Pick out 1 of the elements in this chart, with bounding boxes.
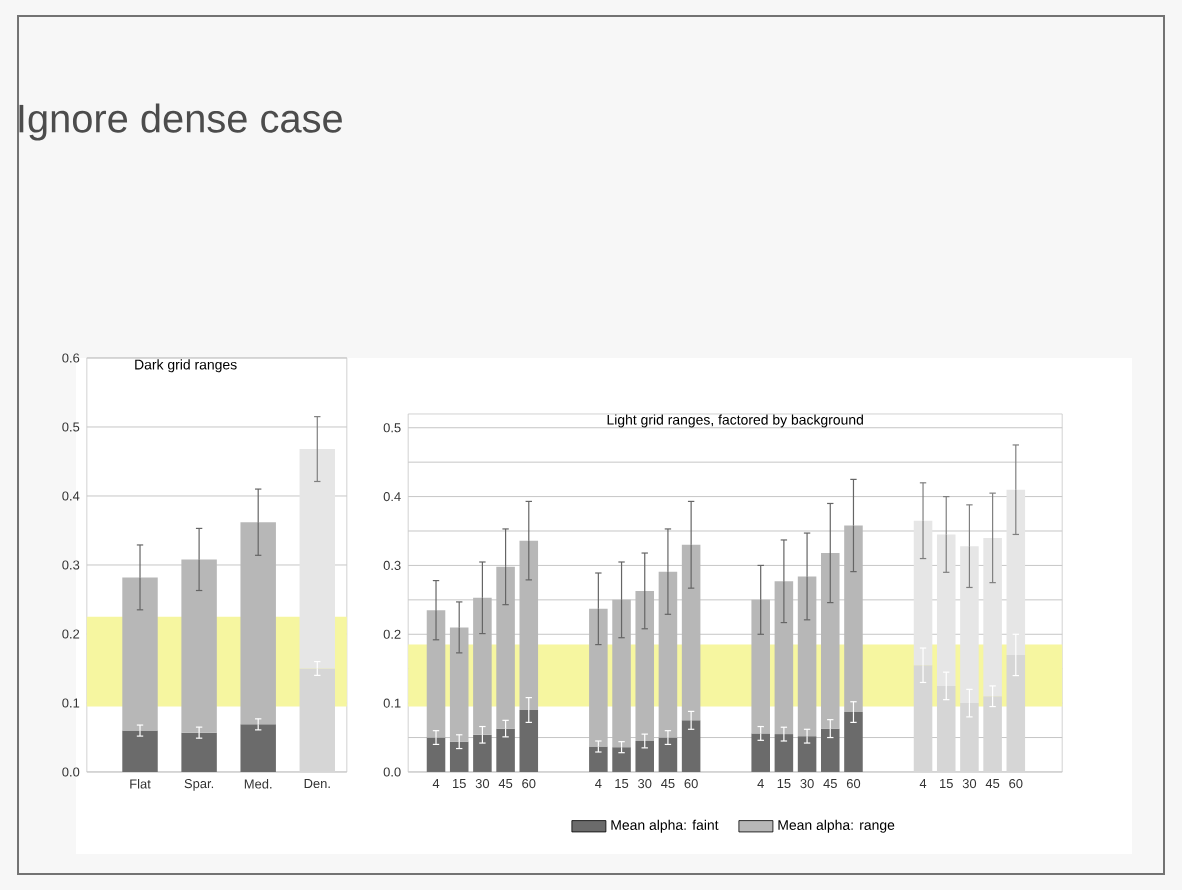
text: Ignore dense case	[19, 103, 342, 141]
